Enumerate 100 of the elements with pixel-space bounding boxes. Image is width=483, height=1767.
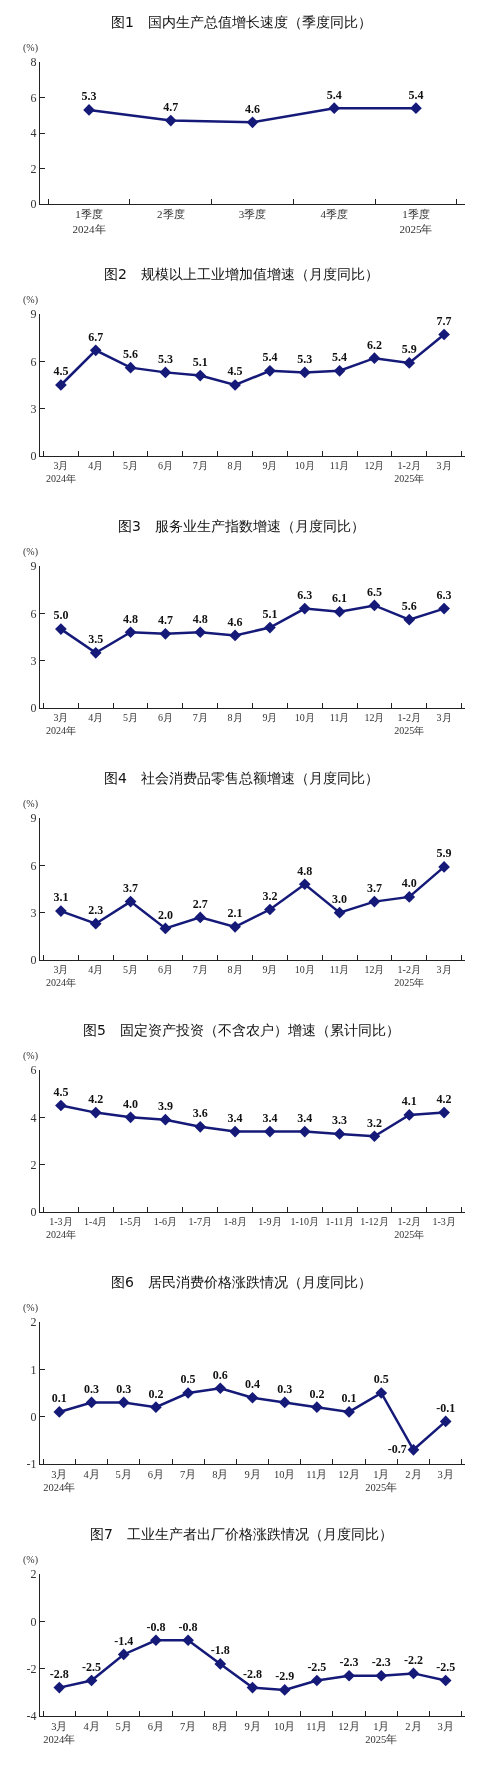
data-label: 6.2 (366, 337, 382, 352)
y-tick-label: 0 (30, 1409, 37, 1424)
x-tick-label: 8月 (227, 460, 243, 472)
x-tick-label: 10月 (273, 1720, 296, 1732)
point (311, 1401, 323, 1414)
point (439, 1674, 452, 1687)
x-tick-label: 1-10月 (290, 1216, 319, 1228)
point (53, 1681, 66, 1694)
x-tick-label: 1-4月 (84, 1216, 108, 1228)
data-label: 5.9 (436, 846, 452, 861)
data-label: 3.4 (227, 1110, 243, 1125)
data-label: 2.7 (192, 896, 208, 911)
point (214, 1382, 227, 1395)
data-label: -0.1 (436, 1400, 456, 1415)
y-tick-label: 9 (30, 559, 37, 574)
data-label: 5.3 (297, 351, 313, 366)
x-tick-label: 6月 (157, 712, 173, 724)
x-tick-label: 1-2月 2025年 (394, 1216, 425, 1241)
data-label: -0.8 (178, 1619, 198, 1634)
data-label: 3.5 (88, 632, 104, 647)
point (124, 1111, 137, 1124)
y-tick-label: 0 (30, 953, 37, 968)
point (150, 1634, 162, 1647)
x-tick-label: 1季度 2025年 (399, 208, 433, 235)
x-tick-label: 12月 (364, 712, 385, 724)
point (410, 102, 422, 114)
chart-title: 图3 服务业生产指数增速（月度同比） (118, 518, 365, 535)
x-tick-label: 10月 (294, 964, 315, 976)
point (407, 1443, 420, 1456)
x-tick-label: 8月 (212, 1720, 229, 1732)
x-tick-label: 3月 (437, 1468, 454, 1480)
data-label: -1.4 (114, 1633, 134, 1648)
x-tick-label: 4月 (88, 964, 104, 976)
data-label: -2.3 (371, 1655, 391, 1670)
x-tick-label: 4季度 (320, 208, 348, 221)
x-tick-label: 10月 (294, 712, 315, 724)
data-label: 4.2 (436, 1091, 452, 1106)
data-label: 4.1 (401, 1094, 417, 1109)
x-tick-label: 11月 (306, 1468, 328, 1480)
data-label: 5.4 (262, 350, 278, 365)
point (438, 602, 450, 615)
chart-title: 图7 工业生产者出厂价格涨跌情况（月度同比） (90, 1526, 393, 1543)
chart-title: 图5 固定资产投资（不含农户）增速（累计同比） (83, 1022, 400, 1039)
point (278, 1684, 291, 1696)
point (375, 1387, 388, 1399)
data-label: 0.1 (51, 1391, 67, 1406)
data-label: 5.1 (262, 606, 278, 621)
point (264, 621, 276, 634)
x-tick-label: 3月 2024年 (45, 964, 76, 989)
data-label: 3.7 (123, 880, 139, 895)
data-label: 0.1 (341, 1391, 357, 1406)
point (124, 895, 137, 908)
x-tick-label: 5月 (123, 964, 139, 976)
x-tick-label: 1-7月 (188, 1216, 212, 1228)
y-tick-label: 6 (30, 1063, 37, 1078)
data-label: 0.2 (148, 1386, 164, 1401)
point (343, 1669, 355, 1682)
data-label: 3.7 (366, 880, 382, 895)
point (333, 906, 346, 919)
y-tick-label: 0 (30, 1614, 37, 1629)
y-axis-title: (%) (23, 294, 38, 306)
data-label: 2.0 (157, 907, 173, 922)
point (124, 361, 137, 374)
data-label: 3.2 (366, 1115, 382, 1130)
x-tick-label: 1-8月 (223, 1216, 247, 1228)
point (264, 1125, 276, 1138)
x-tick-label: 3月 (436, 964, 452, 976)
data-label: 3.4 (262, 1110, 278, 1125)
x-tick-label: 11月 (306, 1720, 328, 1732)
point (403, 613, 416, 626)
x-tick-label: 1-2月 2025年 (394, 964, 425, 989)
x-tick-label: 1月 2025年 (365, 1720, 398, 1746)
data-label: 3.4 (297, 1110, 313, 1125)
data-label: -2.5 (436, 1659, 456, 1674)
y-tick-label: -4 (26, 1709, 37, 1724)
data-label: 7.7 (436, 313, 452, 328)
data-label: -2.8 (49, 1666, 69, 1681)
x-tick-label: 12月 (364, 460, 385, 472)
x-tick-label: 3月 2024年 (43, 1468, 76, 1494)
point (328, 102, 341, 114)
point (439, 1415, 452, 1428)
chart-title: 图2 规模以上工业增加值增速（月度同比） (104, 266, 379, 283)
y-axis-title: (%) (23, 1554, 38, 1566)
chart-title: 图1 国内生产总值增长速度（季度同比） (111, 14, 372, 31)
x-tick-label: 2月 (405, 1720, 422, 1732)
point (150, 1401, 162, 1414)
point (159, 922, 172, 935)
point (438, 861, 450, 873)
x-tick-label: 8月 (227, 712, 243, 724)
x-tick-label: 4月 (88, 712, 104, 724)
point (333, 605, 346, 618)
y-tick-label: 3 (30, 905, 37, 920)
chart-title: 图4 社会消费品零售总额增速（月度同比） (104, 770, 379, 787)
x-tick-label: 6月 (147, 1720, 165, 1732)
x-tick-label: 11月 (329, 460, 350, 472)
point (182, 1634, 194, 1647)
point (403, 891, 416, 903)
data-label: 0.6 (212, 1367, 228, 1382)
x-tick-label: 1-11月 (325, 1216, 354, 1228)
point (368, 599, 381, 612)
